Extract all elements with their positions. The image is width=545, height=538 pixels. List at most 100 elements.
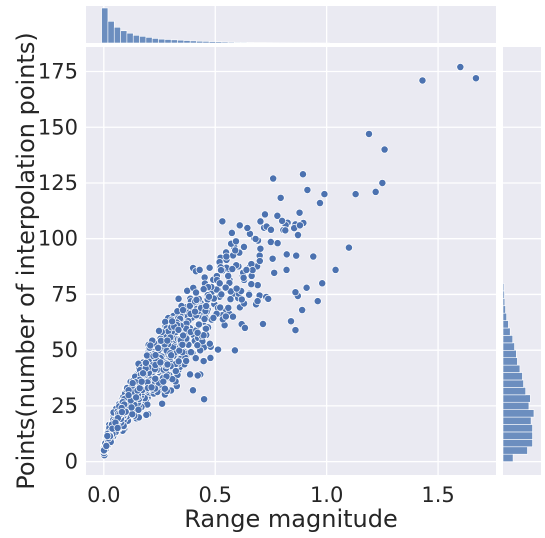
scatter-point <box>227 228 236 237</box>
scatter-point <box>206 353 215 362</box>
scatter-point <box>217 266 225 275</box>
marginal-x-bar <box>101 7 109 44</box>
scatter-point <box>365 129 373 138</box>
marginal-y-bar <box>502 312 507 321</box>
scatter-point <box>224 303 233 312</box>
scatter-point <box>269 174 278 183</box>
scatter-point <box>146 341 155 350</box>
scatter-point <box>134 405 143 414</box>
marginal-y-bar <box>502 416 532 425</box>
scatter-point <box>155 326 163 335</box>
scatter-point <box>418 76 427 85</box>
scatter-point <box>239 273 248 282</box>
scatter-point <box>253 281 262 290</box>
marginal-x-histogram <box>101 7 330 44</box>
marginal-x-bar <box>221 41 229 44</box>
scatter-point <box>222 252 231 261</box>
scatter-point <box>226 295 235 304</box>
scatter-point <box>147 383 156 392</box>
marginal-y-bar <box>502 357 518 366</box>
scatter-point <box>194 320 203 329</box>
marginal-y-bar <box>502 401 530 410</box>
scatter-point <box>235 221 244 230</box>
scatter-point <box>174 357 183 366</box>
scatter-point <box>127 403 136 412</box>
marginal-x-bar <box>170 39 178 44</box>
scatter-point <box>128 410 137 419</box>
marginal-y-bar <box>502 342 515 351</box>
scatter-point <box>189 386 197 395</box>
scatter-point <box>113 423 122 432</box>
scatter-point <box>102 441 111 450</box>
y-tick-label: 0 <box>65 450 78 474</box>
marginal-y-bar <box>502 335 514 344</box>
x-tick-label: 0.0 <box>87 483 120 507</box>
scatter-point <box>241 323 249 332</box>
scatter-point <box>261 210 269 219</box>
scatter-point <box>156 358 165 367</box>
scatter-point <box>178 340 187 349</box>
marginal-x-bar <box>196 40 204 44</box>
scatter-point <box>214 345 222 354</box>
scatter-point <box>256 217 265 226</box>
scatter-point <box>273 211 282 220</box>
scatter-point <box>240 242 248 251</box>
scatter-point <box>158 399 167 408</box>
scatter-point <box>185 301 194 310</box>
y-tick-label: 100 <box>38 227 78 251</box>
scatter-point <box>291 288 300 297</box>
scatter-point <box>264 294 273 303</box>
x-axis-label: Range magnitude <box>184 505 398 533</box>
scatter-point <box>221 283 230 292</box>
scatter-point <box>215 279 224 288</box>
scatter-point <box>231 246 240 255</box>
scatter-point <box>281 226 290 235</box>
x-tick-label: 0.5 <box>199 483 232 507</box>
scatter-point <box>128 379 137 388</box>
scatter-point <box>344 243 353 252</box>
scatter-point <box>179 306 187 315</box>
x-tick-label: 1.5 <box>421 483 454 507</box>
scatter-point <box>192 288 200 297</box>
x-tick-labels: 0.0 0.5 1.0 1.5 <box>87 483 455 507</box>
marginal-x-bar <box>120 30 128 44</box>
gridlines <box>86 47 496 475</box>
scatter-point <box>209 313 218 322</box>
scatter-point <box>282 265 291 274</box>
scatter-point <box>137 377 146 386</box>
marginal-y-bar <box>502 424 533 433</box>
scatter-point <box>200 395 209 404</box>
scatter-point <box>299 170 307 179</box>
scatter-point <box>143 351 151 360</box>
marginal-y-histogram <box>502 283 535 462</box>
scatter-point <box>205 292 213 301</box>
scatter-point <box>302 283 311 292</box>
scatter-point <box>295 221 304 230</box>
scatter-point <box>182 357 191 365</box>
scatter-point <box>295 208 304 217</box>
scatter-point <box>303 186 312 194</box>
scatter-point <box>161 317 170 326</box>
scatter-point <box>456 63 465 72</box>
scatter-point <box>313 297 322 306</box>
scatter-point <box>151 374 160 383</box>
scatter-point <box>217 290 226 299</box>
scatter-point <box>253 297 262 306</box>
marginal-x-bar <box>189 40 197 44</box>
scatter-point <box>191 354 200 363</box>
y-tick-label: 150 <box>38 115 78 139</box>
y-tick-label: 75 <box>51 282 78 306</box>
scatter-point <box>174 325 183 334</box>
marginal-y-bar <box>502 379 524 388</box>
scatter-point <box>380 145 389 154</box>
marginal-y-bar <box>502 298 506 307</box>
scatter-point <box>135 384 144 393</box>
scatter-point <box>179 331 188 340</box>
marginal-x-bar <box>164 39 172 44</box>
y-tick-label: 25 <box>51 394 78 418</box>
marginal-y-bar <box>502 453 514 462</box>
marginal-x-bar <box>234 41 242 44</box>
scatter-point <box>245 290 254 299</box>
scatter-point <box>278 216 287 225</box>
scatter-point <box>291 326 300 335</box>
